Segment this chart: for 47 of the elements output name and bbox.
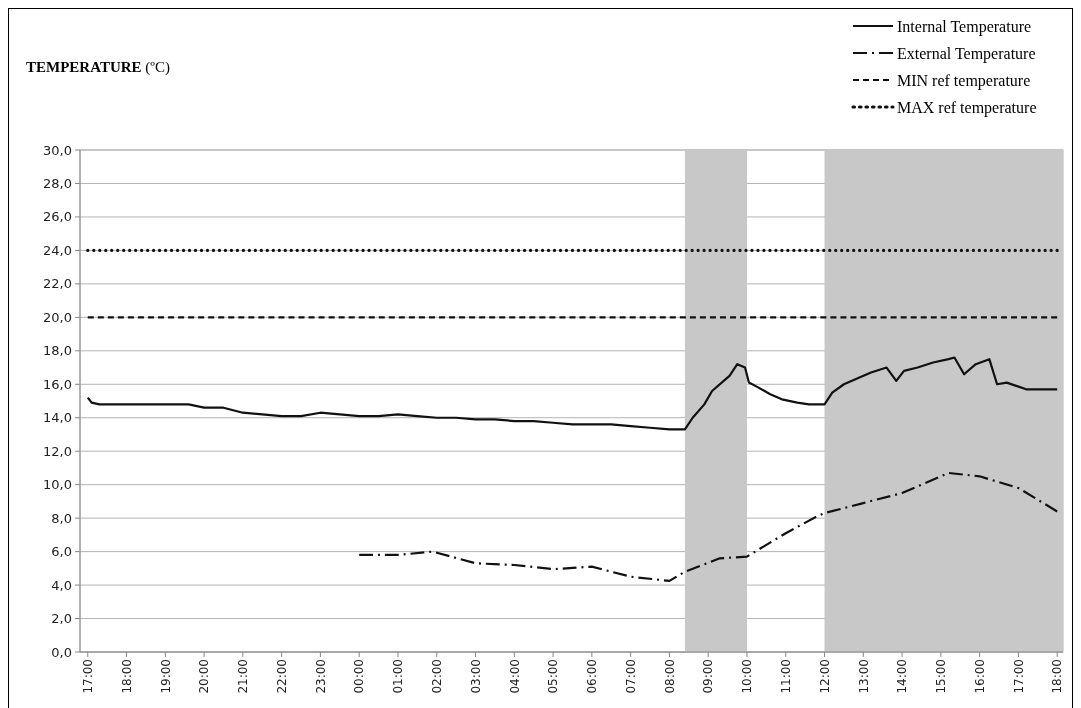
x-tick-label: 06:00 [585,659,600,694]
x-tick-label: 08:00 [662,659,677,694]
x-tick-label: 02:00 [429,659,444,694]
x-tick-label: 22:00 [274,659,289,694]
x-tick-label: 00:00 [352,659,367,694]
x-tick-label: 01:00 [391,659,406,694]
y-tick-label: 30,0 [43,142,72,158]
y-tick-label: 26,0 [43,209,72,225]
y-tick-label: 22,0 [43,276,72,292]
y-tick-label: 20,0 [43,309,72,325]
y-tick-label: 4,0 [51,577,72,593]
y-tick-label: 10,0 [43,477,72,493]
x-tick-label: 17:00 [80,659,95,694]
legend-label: MAX ref temperature [897,98,1037,117]
x-tick-label: 19:00 [158,659,173,694]
x-tick-label: 13:00 [856,659,871,694]
legend-label: External Temperature [897,44,1036,63]
x-tick-label: 10:00 [740,659,755,694]
x-tick-label: 09:00 [701,659,716,694]
x-tick-label: 20:00 [197,659,212,694]
x-tick-label: 05:00 [546,659,561,694]
x-tick-label: 07:00 [623,659,638,694]
chart-title: TEMPERATURE (ºC) [26,59,170,76]
x-tick-label: 15:00 [934,659,949,694]
x-tick-label: 16:00 [972,659,987,694]
x-tick-label: 23:00 [313,659,328,694]
y-tick-label: 14,0 [43,410,72,426]
y-tick-label: 6,0 [51,544,72,560]
y-tick-label: 24,0 [43,242,72,258]
x-tick-label: 17:00 [1011,659,1026,694]
y-tick-label: 2,0 [51,611,72,627]
x-tick-label: 11:00 [778,659,793,694]
y-tick-label: 16,0 [43,376,72,392]
x-tick-label: 18:00 [1050,659,1065,694]
y-tick-label: 28,0 [43,176,72,192]
x-tick-label: 03:00 [468,659,483,694]
y-tick-label: 18,0 [43,343,72,359]
x-tick-label: 14:00 [895,659,910,694]
y-tick-label: 12,0 [43,443,72,459]
y-tick-label: 8,0 [51,510,72,526]
y-tick-label: 0,0 [51,644,72,660]
legend-label: Internal Temperature [897,17,1032,36]
x-tick-label: 21:00 [236,659,251,694]
x-tick-label: 12:00 [817,659,832,694]
legend-label: MIN ref temperature [897,71,1031,90]
x-tick-label: 18:00 [119,659,134,694]
x-tick-label: 04:00 [507,659,522,694]
